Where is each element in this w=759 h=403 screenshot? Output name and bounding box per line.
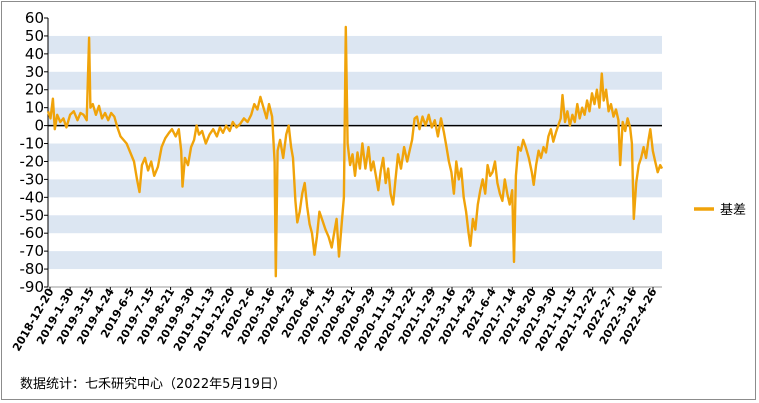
grid-band — [48, 215, 662, 234]
y-tick-label: -40 — [20, 188, 45, 206]
grid-band — [48, 107, 662, 126]
data-source-note: 数据统计：七禾研究中心（2022年5月19日） — [20, 377, 286, 392]
legend: 基差 — [694, 203, 746, 218]
grid-band — [48, 143, 662, 162]
y-tick-label: 40 — [25, 45, 44, 63]
y-tick-label: -70 — [20, 242, 45, 260]
grid-band — [48, 251, 662, 270]
y-tick-label: -30 — [20, 170, 45, 188]
y-tick-label: -80 — [20, 260, 45, 278]
y-tick-label: -60 — [20, 224, 45, 242]
y-tick-label: -10 — [20, 135, 45, 153]
y-tick-label: 50 — [25, 27, 44, 45]
y-tick-label: -90 — [20, 278, 45, 296]
y-tick-label: 10 — [25, 99, 44, 117]
y-tick-label: 60 — [25, 9, 44, 27]
y-tick-label: 30 — [25, 63, 44, 81]
x-axis: 2018-12-202019-1-302019-3-152019-4-24201… — [10, 286, 662, 353]
grid-band — [48, 35, 662, 54]
y-tick-label: 0 — [34, 117, 44, 135]
grid-band — [48, 179, 662, 198]
y-tick-label: -50 — [20, 206, 45, 224]
series-line-jicha — [46, 25, 664, 278]
grid-bands — [48, 35, 662, 270]
series-layer — [46, 25, 664, 278]
y-tick-label: 20 — [25, 81, 44, 99]
legend-label-jicha: 基差 — [720, 203, 746, 218]
y-tick-label: -20 — [20, 152, 45, 170]
grid-band — [48, 71, 662, 90]
